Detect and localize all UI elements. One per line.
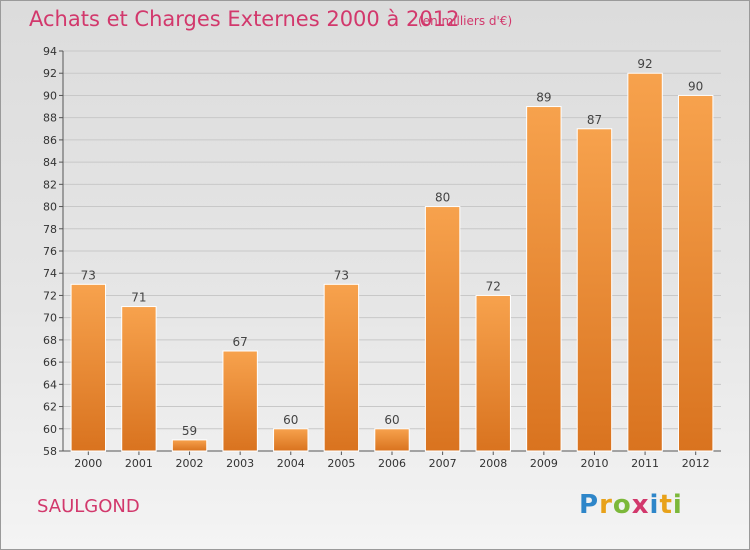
grid-lines (63, 50, 721, 430)
logo-letter: o (612, 490, 632, 520)
x-tick-label-2012: 2012 (682, 457, 710, 470)
data-label-2012: 90 (688, 79, 703, 93)
y-tick-label: 84 (43, 156, 57, 169)
data-label-2002: 59 (182, 424, 197, 438)
x-tick-label-2002: 2002 (176, 457, 204, 470)
logo-letter: P (579, 490, 600, 520)
x-tick-label-2006: 2006 (378, 457, 406, 470)
bar-2007 (424, 206, 461, 452)
chart-subtitle: (en milliers d'€) (418, 14, 513, 28)
y-tick-label: 88 (43, 112, 57, 125)
bar-2009 (526, 106, 562, 452)
bar-2000 (70, 283, 107, 452)
proxiti-logo[interactable]: Proxiti (579, 490, 683, 520)
bar-2001 (121, 306, 157, 452)
data-label-2008: 72 (486, 279, 501, 293)
commune-name: SAULGOND (37, 496, 140, 517)
data-label-2009: 89 (536, 91, 551, 105)
logo-letter: t (659, 490, 673, 520)
x-tick-label-2008: 2008 (479, 457, 507, 470)
bar-2004 (273, 428, 309, 452)
bar-2011 (627, 72, 663, 452)
y-tick-label: 80 (43, 201, 57, 214)
x-tick-label-2000: 2000 (74, 457, 102, 470)
y-tick-label: 68 (43, 334, 57, 347)
bar-2005 (323, 283, 360, 452)
data-label-2001: 71 (131, 291, 146, 305)
bar-2010 (576, 128, 613, 452)
data-label-2004: 60 (283, 413, 298, 427)
y-tick-label: 58 (43, 445, 57, 458)
bar-2002 (171, 439, 208, 452)
data-label-2000: 73 (81, 268, 96, 282)
data-label-2005: 73 (334, 268, 349, 282)
logo-letter: i (672, 490, 683, 520)
bar-2006 (374, 428, 410, 452)
y-tick-label: 92 (43, 67, 57, 80)
x-tick-label-2010: 2010 (580, 457, 608, 470)
x-tick-label-2005: 2005 (327, 457, 355, 470)
data-label-2011: 92 (637, 57, 652, 71)
x-tick-label-2003: 2003 (226, 457, 254, 470)
y-tick-label: 70 (43, 312, 57, 325)
logo-letter: r (599, 490, 613, 520)
x-tick-label-2007: 2007 (429, 457, 457, 470)
y-tick-label: 90 (43, 89, 57, 102)
y-tick-label: 72 (43, 289, 57, 302)
bars (70, 72, 714, 452)
bar-2003 (222, 350, 258, 452)
x-tick-label-2011: 2011 (631, 457, 659, 470)
y-tick-label: 86 (43, 134, 57, 147)
y-tick-label: 62 (43, 401, 57, 414)
logo-letter: x (631, 490, 650, 520)
y-tick-label: 78 (43, 223, 57, 236)
y-tick-label: 94 (43, 45, 57, 58)
data-label-2010: 87 (587, 113, 602, 127)
chart-title: Achats et Charges Externes 2000 à 2012 (29, 7, 460, 31)
y-tick-label: 74 (43, 267, 57, 280)
y-tick-label: 76 (43, 245, 57, 258)
x-tick-label-2004: 2004 (277, 457, 305, 470)
x-tick-label-2009: 2009 (530, 457, 558, 470)
y-tick-label: 66 (43, 356, 57, 369)
data-labels: 73 71 59 67 60 73 60 80 72 89 87 92 90 (81, 57, 704, 438)
data-label-2003: 67 (233, 335, 248, 349)
data-label-2007: 80 (435, 191, 450, 205)
y-tick-label: 60 (43, 423, 57, 436)
bar-2008 (475, 294, 511, 452)
logo-letter: i (649, 490, 660, 520)
y-tick-label: 64 (43, 378, 57, 391)
y-tick-label: 82 (43, 178, 57, 191)
x-tick-label-2001: 2001 (125, 457, 153, 470)
data-label-2006: 60 (384, 413, 399, 427)
bar-2012 (677, 94, 714, 452)
